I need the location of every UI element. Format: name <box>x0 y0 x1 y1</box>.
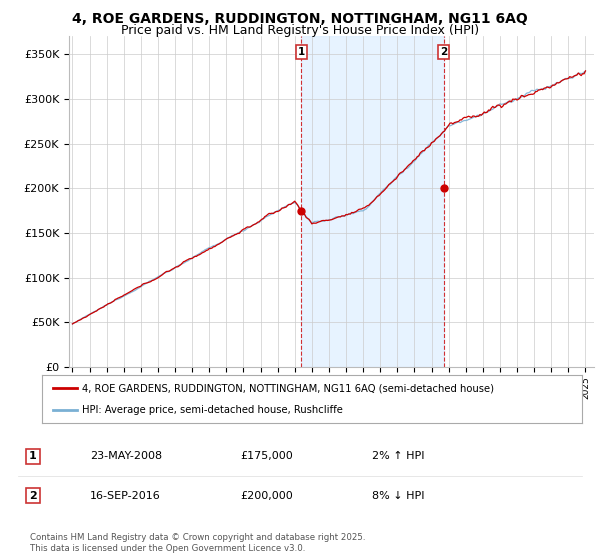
Text: 4, ROE GARDENS, RUDDINGTON, NOTTINGHAM, NG11 6AQ: 4, ROE GARDENS, RUDDINGTON, NOTTINGHAM, … <box>72 12 528 26</box>
Text: Price paid vs. HM Land Registry's House Price Index (HPI): Price paid vs. HM Land Registry's House … <box>121 24 479 37</box>
Text: £200,000: £200,000 <box>240 491 293 501</box>
Text: 1: 1 <box>298 47 305 57</box>
Text: 8% ↓ HPI: 8% ↓ HPI <box>372 491 425 501</box>
Text: Contains HM Land Registry data © Crown copyright and database right 2025.
This d: Contains HM Land Registry data © Crown c… <box>30 533 365 553</box>
Text: 4, ROE GARDENS, RUDDINGTON, NOTTINGHAM, NG11 6AQ (semi-detached house): 4, ROE GARDENS, RUDDINGTON, NOTTINGHAM, … <box>83 383 494 393</box>
Text: 16-SEP-2016: 16-SEP-2016 <box>90 491 161 501</box>
Text: 2% ↑ HPI: 2% ↑ HPI <box>372 451 425 461</box>
Text: £175,000: £175,000 <box>240 451 293 461</box>
Text: 23-MAY-2008: 23-MAY-2008 <box>90 451 162 461</box>
Text: 2: 2 <box>440 47 448 57</box>
Bar <box>301 36 443 367</box>
Text: 2: 2 <box>29 491 37 501</box>
Text: HPI: Average price, semi-detached house, Rushcliffe: HPI: Average price, semi-detached house,… <box>83 405 343 415</box>
Text: 1: 1 <box>29 451 37 461</box>
